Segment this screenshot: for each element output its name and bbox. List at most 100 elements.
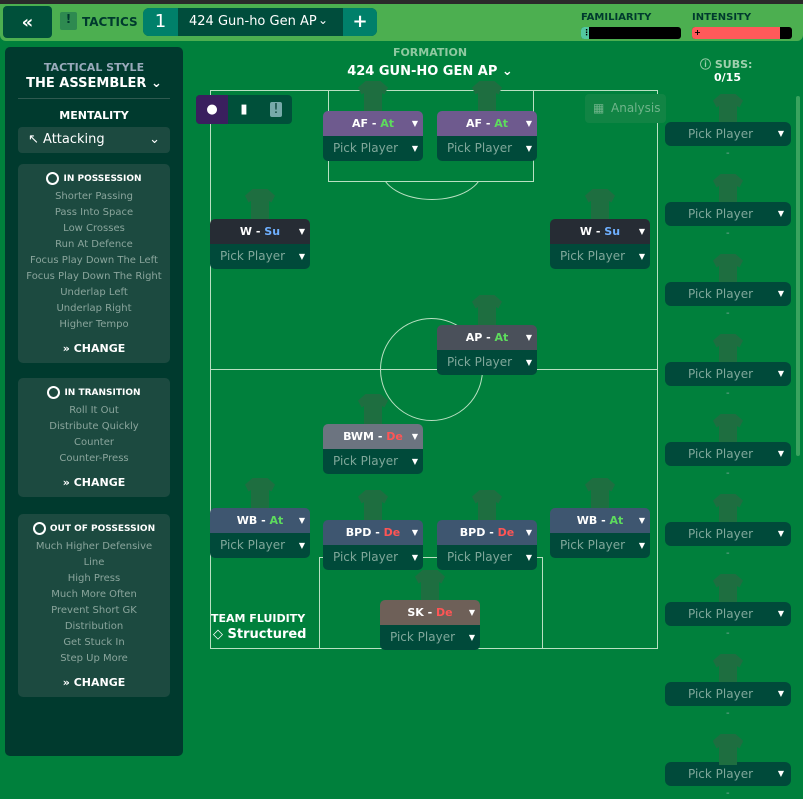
role-dropdown[interactable]: BPD - De ▼: [437, 520, 537, 545]
change-button[interactable]: » CHANGE: [18, 342, 170, 363]
caret-down-icon: ▼: [468, 633, 475, 642]
role-dropdown[interactable]: AF - At ▼: [437, 111, 537, 136]
back-button[interactable]: «: [3, 6, 52, 38]
familiarity-bar[interactable]: ⋮: [581, 27, 681, 39]
sub-pick-player-dropdown[interactable]: Pick Player ▼: [665, 442, 791, 466]
pick-player-label: Pick Player: [688, 207, 754, 221]
shirt-icon: [713, 414, 743, 444]
player-slot: W - Su ▼ Pick Player ▼: [210, 219, 310, 269]
role-dropdown[interactable]: W - Su ▼: [210, 219, 310, 244]
formation-name: 424 GUN-HO GEN AP: [347, 64, 498, 79]
stats-view-button[interactable]: ▮: [228, 95, 260, 124]
transition-icon: [47, 386, 61, 399]
instruction-item: Get Stuck In: [63, 637, 125, 648]
mentality-dropdown[interactable]: ↖ Attacking ⌄: [18, 127, 170, 153]
formation-label: FORMATION: [392, 46, 468, 59]
role-dropdown[interactable]: WB - At ▼: [550, 508, 650, 533]
pick-player-dropdown[interactable]: Pick Player ▼: [210, 533, 310, 558]
role: WB: [576, 514, 598, 527]
pick-player-dropdown[interactable]: Pick Player ▼: [550, 533, 650, 558]
caret-down-icon: ▼: [638, 227, 645, 236]
player-slot: SK - De ▼ Pick Player ▼: [380, 600, 480, 650]
pick-player-label: Pick Player: [333, 454, 399, 468]
plus-icon: +: [694, 28, 701, 37]
pick-player-label: Pick Player: [447, 550, 513, 564]
tactical-style-value: THE ASSEMBLER: [26, 76, 147, 91]
tactic-selector[interactable]: 1 424 Gun-ho Gen AP ⌄ +: [143, 8, 377, 36]
pick-player-dropdown[interactable]: Pick Player ▼: [437, 350, 537, 375]
chevron-down-icon: ⌄: [149, 132, 160, 147]
duty: At: [380, 117, 395, 130]
shirt-icon: [713, 334, 743, 364]
sub-pick-player-dropdown[interactable]: Pick Player ▼: [665, 362, 791, 386]
caret-down-icon: ▼: [298, 227, 305, 236]
caret-down-icon: ▼: [411, 144, 418, 153]
role-dropdown[interactable]: BPD - De ▼: [323, 520, 423, 545]
role-dropdown[interactable]: AP - At ▼: [437, 325, 537, 350]
tactical-style-dropdown[interactable]: THE ASSEMBLER ⌄: [5, 76, 183, 91]
pick-player-dropdown[interactable]: Pick Player ▼: [323, 136, 423, 161]
caret-down-icon: ▼: [298, 516, 305, 525]
sub-pick-player-dropdown[interactable]: Pick Player ▼: [665, 682, 791, 706]
add-tactic-button[interactable]: +: [343, 8, 377, 36]
player-slot: AF - At ▼ Pick Player ▼: [323, 111, 423, 161]
caret-down-icon: ▼: [777, 769, 784, 778]
ball-icon: [46, 172, 60, 185]
role-dropdown[interactable]: SK - De ▼: [380, 600, 480, 625]
section-title: IN POSSESSION: [63, 173, 142, 184]
duty: Su: [264, 225, 281, 238]
tactics-icon: !: [270, 102, 282, 117]
change-button[interactable]: » CHANGE: [18, 676, 170, 697]
tactic-name[interactable]: 424 Gun-ho Gen AP: [189, 14, 317, 29]
instruction-item: Focus Play Down The Left: [30, 255, 158, 266]
change-label: CHANGE: [73, 342, 126, 355]
sub-placeholder: -: [726, 308, 730, 319]
pick-player-label: Pick Player: [688, 127, 754, 141]
caret-down-icon: ▼: [777, 289, 784, 298]
role-dropdown[interactable]: AF - At ▼: [323, 111, 423, 136]
sub-pick-player-dropdown[interactable]: Pick Player ▼: [665, 762, 791, 786]
left-panel: TACTICAL STYLE THE ASSEMBLER ⌄ MENTALITY…: [5, 47, 183, 756]
instruction-item: Counter-Press: [59, 453, 129, 464]
sub-pick-player-dropdown[interactable]: Pick Player ▼: [665, 282, 791, 306]
caret-down-icon: ▼: [411, 119, 418, 128]
intensity-bar[interactable]: +: [692, 27, 792, 39]
instruction-item: Shorter Passing: [55, 191, 133, 202]
change-button[interactable]: » CHANGE: [18, 476, 170, 497]
person-icon: ●: [206, 102, 218, 117]
pick-player-dropdown[interactable]: Pick Player ▼: [210, 244, 310, 269]
tactics-view-button[interactable]: !: [260, 95, 292, 124]
sub-pick-player-dropdown[interactable]: Pick Player ▼: [665, 122, 791, 146]
scrollbar[interactable]: [796, 96, 800, 456]
pick-player-label: Pick Player: [688, 687, 754, 701]
instruction-item: Prevent Short GK: [51, 605, 137, 616]
role-dropdown[interactable]: W - Su ▼: [550, 219, 650, 244]
sub-pick-player-dropdown[interactable]: Pick Player ▼: [665, 602, 791, 626]
pick-player-dropdown[interactable]: Pick Player ▼: [323, 545, 423, 570]
role-dropdown[interactable]: BWM - De ▼: [323, 424, 423, 449]
analysis-button[interactable]: ▦ Analysis: [585, 94, 666, 123]
team-fluidity-value[interactable]: ◇ Structured: [213, 627, 306, 642]
pick-player-dropdown[interactable]: Pick Player ▼: [550, 244, 650, 269]
sub-placeholder: -: [726, 228, 730, 239]
formation-dropdown[interactable]: 424 GUN-HO GEN AP ⌄: [330, 64, 530, 79]
instruction-item: Much More Often: [51, 589, 137, 600]
instruction-item: Underlap Left: [60, 287, 128, 298]
pick-player-dropdown[interactable]: Pick Player ▼: [437, 545, 537, 570]
double-chevron-right-icon: »: [62, 676, 70, 689]
sub-pick-player-dropdown[interactable]: Pick Player ▼: [665, 522, 791, 546]
tactic-slot-number[interactable]: 1: [143, 8, 178, 36]
player-view-button[interactable]: ●: [196, 95, 228, 124]
chevron-down-icon[interactable]: ⌄: [318, 13, 329, 27]
team-fluidity-label: TEAM FLUIDITY: [211, 612, 306, 625]
pick-player-dropdown[interactable]: Pick Player ▼: [323, 449, 423, 474]
section-in-possession: IN POSSESSION Shorter Passing Pass Into Sp…: [18, 164, 170, 363]
role-dropdown[interactable]: WB - At ▼: [210, 508, 310, 533]
instruction-item: Higher Tempo: [59, 319, 129, 330]
attack-arrow-icon: ↖: [28, 132, 39, 147]
role: W: [239, 225, 253, 238]
pick-player-dropdown[interactable]: Pick Player ▼: [437, 136, 537, 161]
pick-player-dropdown[interactable]: Pick Player ▼: [380, 625, 480, 650]
sub-pick-player-dropdown[interactable]: Pick Player ▼: [665, 202, 791, 226]
caret-down-icon: ▼: [411, 432, 418, 441]
